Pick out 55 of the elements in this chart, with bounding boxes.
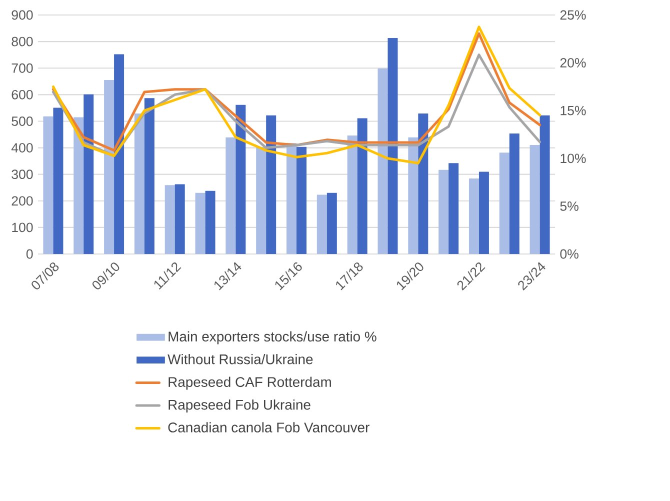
y-tick-label: 0 (26, 249, 33, 259)
legend-label: Without Russia/Ukraine (168, 354, 313, 364)
bar (205, 190, 216, 254)
y-tick-label: 300 (12, 170, 33, 180)
bar (378, 68, 388, 254)
bar (236, 104, 246, 254)
bar (286, 143, 296, 254)
bar (296, 146, 307, 254)
bar (195, 192, 206, 254)
legend-label: Rapeseed CAF Rotterdam (168, 376, 331, 390)
y-tick-label: 400 (11, 143, 33, 152)
bar (388, 38, 398, 254)
bar (408, 137, 418, 254)
bar (266, 115, 276, 254)
bar (468, 178, 479, 254)
y-tick-label: 600 (12, 90, 33, 100)
y-tick-label: 900 (12, 10, 33, 20)
bar (226, 137, 236, 254)
y2-tick-label: 10% (560, 154, 586, 164)
bar (530, 145, 540, 254)
y-tick-label: 500 (12, 116, 33, 126)
bar (84, 94, 94, 254)
y-tick-label: 200 (12, 196, 33, 206)
y2-tick-label: 25% (560, 10, 586, 20)
bar (144, 98, 154, 254)
bar (174, 184, 185, 254)
bar (114, 54, 124, 254)
y2-tick-label: 0% (560, 249, 578, 259)
y2-tick-label: 15% (560, 106, 586, 116)
bar (74, 117, 84, 254)
legend-label: Canadian canola Fob Vancouver (168, 422, 370, 432)
legend-label: Main exporters stocks/use ratio % (168, 331, 376, 344)
bar (104, 80, 114, 254)
y-tick-label: 100 (12, 222, 33, 232)
bar (256, 146, 266, 254)
legend-label: Rapeseed Fob Ukraine (168, 399, 310, 412)
y2-tick-label: 5% (560, 202, 578, 211)
bar (347, 135, 358, 254)
bar (540, 115, 550, 254)
bar (357, 118, 368, 254)
y-tick-label: 800 (12, 36, 33, 46)
bar (448, 163, 459, 254)
bar (418, 113, 428, 254)
bar (316, 194, 327, 254)
bar (499, 152, 510, 254)
bar (134, 113, 144, 254)
y-tick-label: 700 (12, 63, 33, 73)
bar (509, 134, 520, 254)
bar (478, 172, 489, 254)
bar (164, 185, 175, 254)
y2-tick-label: 20% (560, 58, 586, 68)
bar (326, 192, 337, 254)
bar (53, 108, 64, 254)
bar (438, 170, 449, 254)
bar (43, 116, 54, 254)
